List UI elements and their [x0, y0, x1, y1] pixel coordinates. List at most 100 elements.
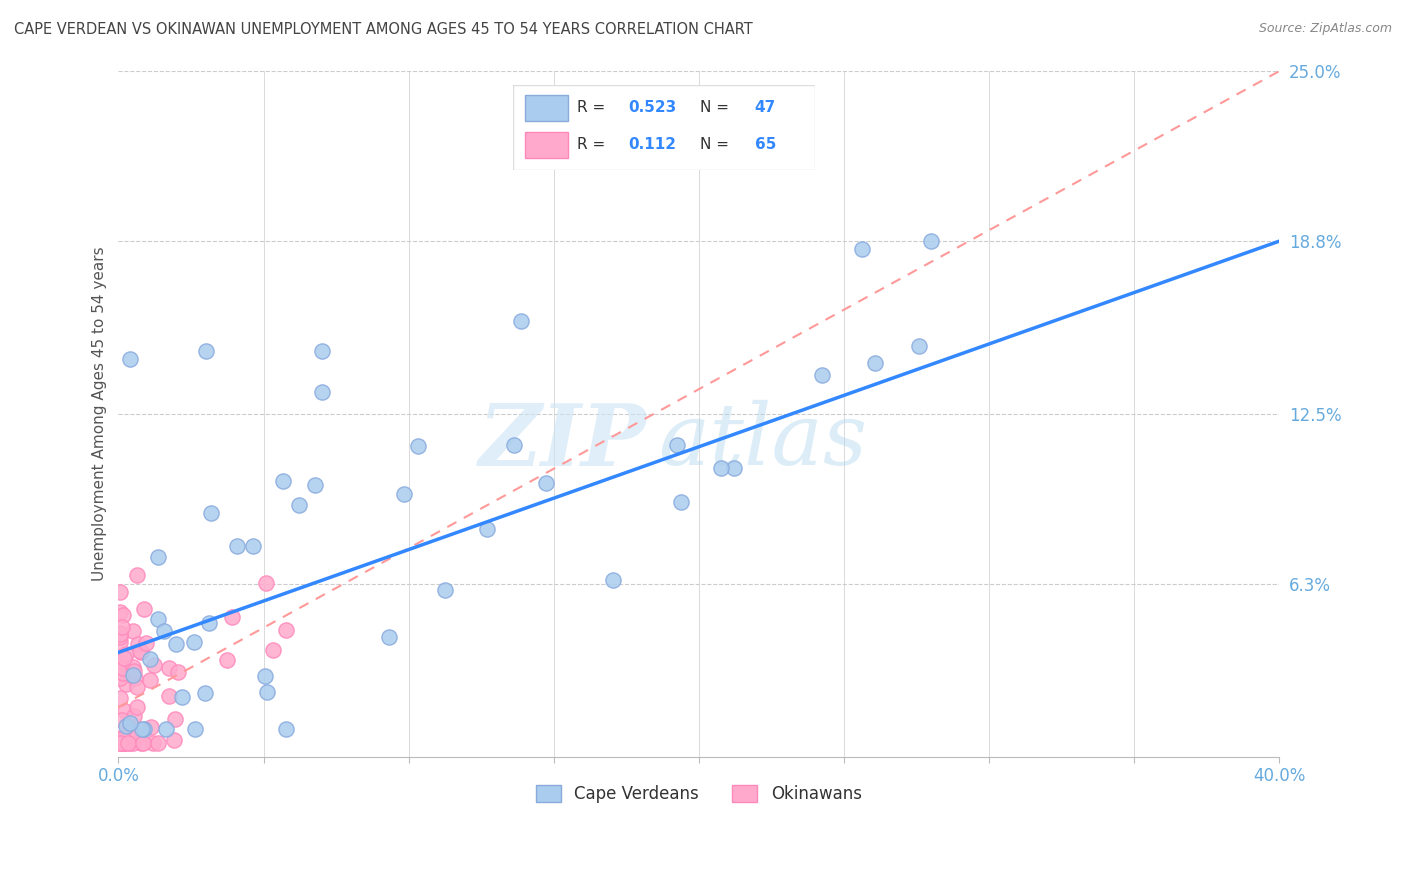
Point [117, 736, 139, 750]
Point [602, 573, 624, 587]
Point [108, 627, 131, 641]
Point [111, 666, 134, 681]
Point [851, 242, 873, 256]
Point [153, 624, 176, 638]
Point [122, 664, 145, 678]
Point [139, 652, 162, 666]
Point [108, 672, 131, 686]
Point [311, 384, 333, 399]
Point [157, 689, 180, 703]
Point [200, 506, 222, 520]
Point [254, 576, 277, 591]
Point [165, 712, 187, 726]
Point [274, 722, 297, 736]
Point [124, 671, 146, 685]
Point [125, 730, 148, 744]
Point [108, 691, 131, 706]
Point [502, 438, 524, 452]
Text: CAPE VERDEAN VS OKINAWAN UNEMPLOYMENT AMONG AGES 45 TO 54 YEARS CORRELATION CHAR: CAPE VERDEAN VS OKINAWAN UNEMPLOYMENT AM… [14, 22, 752, 37]
Point [141, 720, 163, 734]
Point [242, 540, 264, 554]
Point [118, 715, 141, 730]
Point [112, 651, 135, 665]
Point [710, 460, 733, 475]
Point [110, 657, 132, 671]
Point [434, 583, 457, 598]
Point [863, 356, 886, 370]
Point [115, 647, 138, 661]
Point [166, 637, 188, 651]
Point [127, 637, 149, 651]
Point [198, 615, 221, 630]
Point [129, 645, 152, 659]
Point [184, 722, 207, 736]
Point [148, 736, 170, 750]
Point [115, 718, 138, 732]
Point [115, 677, 138, 691]
Point [669, 495, 692, 509]
Point [142, 736, 165, 750]
Point [217, 652, 239, 666]
Point [120, 736, 142, 750]
Point [111, 620, 134, 634]
Point [262, 643, 284, 657]
Point [908, 339, 931, 353]
Point [108, 736, 131, 750]
Point [392, 487, 415, 501]
Point [108, 736, 131, 750]
Y-axis label: Unemployment Among Ages 45 to 54 years: Unemployment Among Ages 45 to 54 years [93, 246, 107, 582]
Point [131, 722, 153, 736]
Point [166, 665, 188, 679]
Point [665, 438, 688, 452]
Point [108, 605, 131, 619]
Text: ZIP: ZIP [479, 400, 647, 483]
Point [110, 736, 132, 750]
Point [274, 623, 297, 637]
Point [226, 539, 249, 553]
Point [118, 720, 141, 734]
Point [125, 700, 148, 714]
Point [256, 685, 278, 699]
Legend: Cape Verdeans, Okinawans: Cape Verdeans, Okinawans [530, 779, 869, 810]
Point [118, 351, 141, 366]
Text: Source: ZipAtlas.com: Source: ZipAtlas.com [1258, 22, 1392, 36]
Point [183, 635, 205, 649]
Point [122, 660, 145, 674]
Point [920, 234, 942, 248]
Point [129, 643, 152, 657]
Point [108, 585, 131, 599]
Point [135, 636, 157, 650]
Point [253, 669, 276, 683]
Point [118, 732, 141, 747]
Point [111, 661, 134, 675]
Point [111, 608, 134, 623]
Point [122, 709, 145, 723]
Point [129, 736, 152, 750]
Point [221, 610, 243, 624]
Point [311, 343, 333, 358]
Point [108, 635, 131, 649]
Point [108, 731, 131, 745]
Point [157, 661, 180, 675]
Point [475, 522, 498, 536]
Point [117, 729, 139, 743]
Point [122, 668, 145, 682]
Point [132, 736, 155, 750]
Point [271, 474, 294, 488]
Point [378, 630, 401, 644]
Point [114, 665, 136, 680]
Point [172, 690, 194, 704]
Point [112, 736, 135, 750]
Point [139, 673, 162, 688]
Point [108, 630, 131, 644]
Point [108, 626, 131, 640]
Text: atlas: atlas [658, 400, 868, 483]
Point [111, 714, 134, 728]
Point [194, 343, 217, 358]
Point [304, 478, 326, 492]
Point [125, 568, 148, 582]
Point [122, 624, 145, 639]
Point [155, 722, 177, 736]
Point [146, 612, 169, 626]
Point [509, 314, 531, 328]
